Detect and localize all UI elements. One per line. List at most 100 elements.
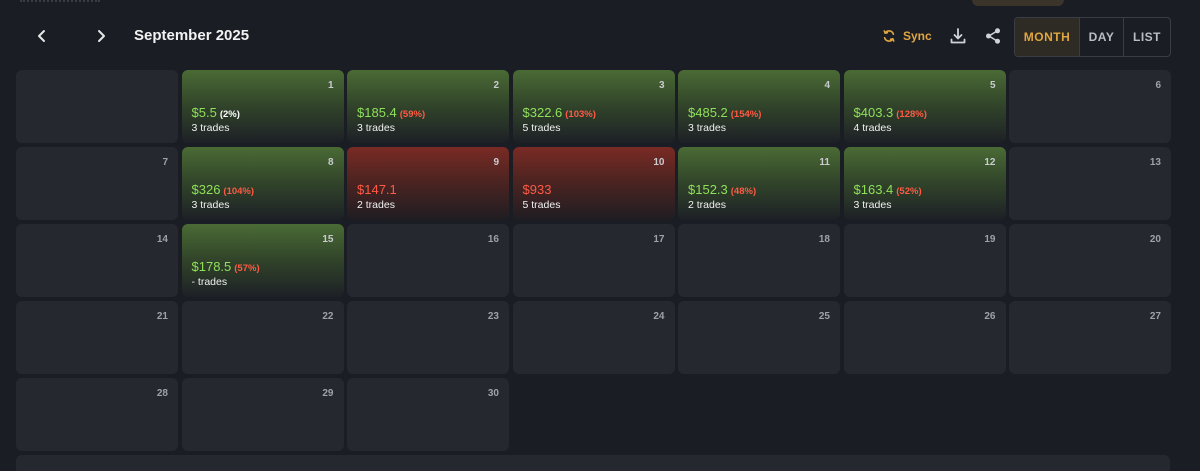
calendar-day-23[interactable]: 23 [347,301,509,374]
calendar-day-26[interactable]: 26 [843,301,1006,374]
calendar-day-2[interactable]: 2 $185.4 (59%) 3 trades [347,70,509,143]
pnl-amount: $185.4 [357,105,397,120]
day-number: 22 [322,311,334,322]
day-number: 5 [989,80,996,91]
pnl-percent: (128%) [896,109,927,120]
calendar-day-7[interactable]: 7 [16,147,178,220]
calendar-day-15[interactable]: 15 $178.5 (57%) - trades [181,224,344,297]
sync-label: Sync [903,29,932,43]
next-month-button[interactable] [89,24,113,48]
calendar-day-1[interactable]: 1 $5.5 (2%) 3 trades [181,70,344,143]
share-button[interactable] [983,26,1003,46]
pnl-percent: (48%) [730,186,757,197]
day-number: 28 [156,388,168,399]
trade-count: 3 trades [853,199,892,211]
calendar-day-25[interactable]: 25 [678,301,840,374]
trade-count: 3 trades [191,199,230,211]
calendar-day-30[interactable]: 30 [347,378,509,451]
trade-count: 3 trades [357,122,395,134]
bottom-panel [16,455,1170,471]
day-number: 27 [1149,311,1161,322]
day-number: 11 [819,157,830,168]
calendar-day-29[interactable]: 29 [181,378,344,451]
trade-count: 4 trades [853,122,892,134]
day-pnl: $326 (104%) [192,182,255,197]
day-number: 18 [818,234,830,245]
day-number: 15 [322,234,334,245]
day-number: 9 [493,157,499,168]
pnl-percent: (2%) [219,109,240,120]
pnl-percent: (104%) [223,186,255,197]
pnl-amount: $322.6 [522,105,563,120]
trade-count: 5 trades [522,199,561,211]
pnl-amount: $403.3 [853,105,894,120]
trade-count: - trades [191,276,228,288]
top-partial-tab[interactable] [972,0,1064,6]
month-title: September 2025 [134,27,250,44]
pnl-percent: (59%) [399,109,426,120]
day-number: 26 [984,311,996,322]
calendar-day-4[interactable]: 4 $485.2 (154%) 3 trades [678,70,840,143]
day-number: 7 [162,157,168,168]
day-number: 8 [327,157,334,168]
calendar-day-22[interactable]: 22 [181,301,344,374]
calendar-day-16[interactable]: 16 [347,224,509,297]
calendar-day-20[interactable]: 20 [1009,224,1171,297]
calendar-day-17[interactable]: 17 [512,224,675,297]
trade-count: 5 trades [522,122,561,134]
pnl-amount: $485.2 [688,105,728,120]
download-button[interactable] [948,26,968,46]
calendar-day-5[interactable]: 5 $403.3 (128%) 4 trades [843,70,1006,143]
view-month-button[interactable]: MONTH [1015,18,1080,56]
day-pnl: $152.3 (48%) [688,182,756,197]
calendar-day-21[interactable]: 21 [16,301,178,374]
pnl-percent: (103%) [565,109,596,120]
day-pnl: $185.4 (59%) [357,105,425,120]
day-number: 16 [487,234,499,245]
day-number: 12 [984,157,996,168]
calendar-day-13[interactable]: 13 [1009,147,1171,220]
pnl-amount: $178.5 [191,259,232,274]
pnl-percent: (57%) [234,263,260,274]
day-number: 14 [156,234,168,245]
day-number: 19 [984,234,996,245]
trade-count: 3 trades [191,122,230,134]
calendar-grid: 1 $5.5 (2%) 3 trades 2 $185.4 (59%) 3 trades 3 $3… [16,70,1171,451]
calendar-day-28[interactable]: 28 [16,378,178,451]
calendar-toolbar: September 2025 Sync MONTH DAY LIST [0,16,1200,57]
pnl-amount: $147.1 [357,182,397,197]
calendar-day-8[interactable]: 8 $326 (104%) 3 trades [181,147,344,220]
previous-month-button[interactable] [30,24,54,48]
calendar-day-19[interactable]: 19 [843,224,1006,297]
calendar-day-3[interactable]: 3 $322.6 (103%) 5 trades [512,70,675,143]
day-number: 1 [327,80,334,91]
calendar-day-6[interactable]: 6 [1009,70,1171,143]
calendar-day-12[interactable]: 12 $163.4 (52%) 3 trades [843,147,1006,220]
calendar-day-27[interactable]: 27 [1009,301,1171,374]
day-pnl: $322.6 (103%) [523,105,596,120]
day-number: 4 [824,80,830,91]
day-number: 21 [156,311,168,322]
view-list-button[interactable]: LIST [1133,30,1161,44]
day-number: 25 [818,311,830,322]
calendar-day-24[interactable]: 24 [512,301,675,374]
day-pnl: $403.3 (128%) [854,105,927,120]
pnl-amount: $326 [191,182,221,197]
view-day-button[interactable]: DAY [1080,18,1124,56]
day-number: 6 [1155,80,1161,91]
calendar-day-11[interactable]: 11 $152.3 (48%) 2 trades [678,147,840,220]
calendar-day-9[interactable]: 9 $147.1 2 trades [347,147,509,220]
download-icon [950,28,966,44]
top-partial-text [20,0,100,2]
share-icon [986,28,1000,44]
day-pnl: $163.4 (52%) [854,182,922,197]
day-pnl: $5.5 (2%) [192,105,240,120]
trade-count: 2 trades [357,199,395,211]
calendar-day-18[interactable]: 18 [678,224,840,297]
calendar-day-14[interactable]: 14 [16,224,178,297]
day-number: 10 [653,157,665,168]
day-number: 23 [487,311,499,322]
calendar-day-10[interactable]: 10 $933 5 trades [512,147,675,220]
sync-button[interactable]: Sync [882,26,932,46]
day-number: 29 [322,388,334,399]
